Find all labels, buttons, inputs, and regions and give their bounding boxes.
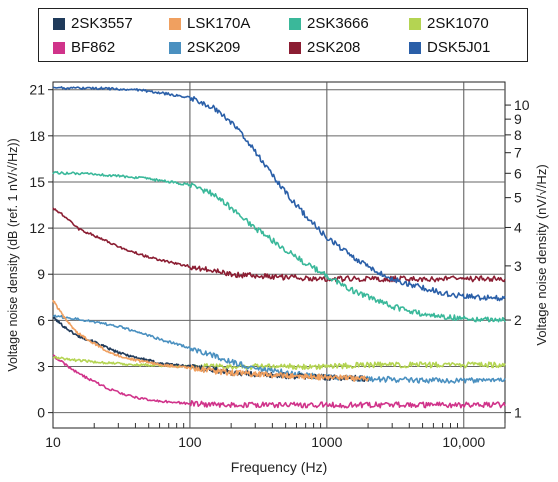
legend-label: 2SK3666 <box>307 15 369 32</box>
grid <box>53 82 505 428</box>
legend-swatch <box>289 17 301 30</box>
legend-item: BF862 <box>53 39 115 56</box>
y2-tick-label: 6 <box>514 165 522 181</box>
legend-label: 2SK209 <box>187 39 241 56</box>
legend-item: 2SK3557 <box>53 15 133 32</box>
x-tick-label: 10,000 <box>442 434 485 450</box>
y2-tick-label: 5 <box>514 190 522 206</box>
y2-tick-label: 3 <box>514 258 522 274</box>
legend-swatch <box>169 41 181 54</box>
y2-tick-label: 4 <box>514 219 522 235</box>
series-line-bf862 <box>52 354 506 409</box>
legend-swatch <box>289 41 301 54</box>
y2-tick-label: 7 <box>514 145 522 161</box>
legend-swatch <box>53 41 65 54</box>
legend-swatch <box>409 17 421 30</box>
y-tick-label: 0 <box>37 405 45 421</box>
legend-label: BF862 <box>71 39 116 56</box>
series-line-2sk3666 <box>52 170 506 323</box>
y-tick-label: 15 <box>29 174 45 190</box>
legend-label: LSK170A <box>187 15 251 32</box>
y-tick-label: 21 <box>29 82 45 98</box>
legend-label: DSK5J01 <box>427 39 491 56</box>
x-axis-title: Frequency (Hz) <box>231 459 327 475</box>
legend-item: 2SK3666 <box>289 15 369 32</box>
legend-label: 2SK208 <box>307 39 361 56</box>
y-axis-title: Voltage noise density (dB (ref. 1 nV/√/H… <box>6 138 20 371</box>
y2-axis-title: Voltage noise density (nV/√/Hz) <box>534 164 549 345</box>
y-tick-label: 3 <box>37 358 45 374</box>
y-tick-label: 18 <box>29 128 45 144</box>
legend-label: 2SK3557 <box>71 15 133 32</box>
plot-area <box>52 81 506 429</box>
legend-swatch <box>409 41 421 54</box>
legend-swatch <box>169 17 181 30</box>
legend-item: DSK5J01 <box>409 39 490 56</box>
series-line-2sk208 <box>52 207 506 283</box>
legend-item: 2SK209 <box>169 39 240 56</box>
legend-label: 2SK1070 <box>427 15 489 32</box>
y2-tick-label: 1 <box>514 405 522 421</box>
y-tick-label: 6 <box>37 312 45 328</box>
legend-swatch <box>53 17 65 30</box>
legend-item: 2SK208 <box>289 39 360 56</box>
x-tick-label: 100 <box>178 434 202 450</box>
x-tick-label: 10 <box>45 434 61 450</box>
y2-tick-label: 9 <box>514 111 522 127</box>
legend-item: 2SK1070 <box>409 15 489 32</box>
legend-item: LSK170A <box>169 15 250 32</box>
legend: 2SK3557 LSK170A 2SK3666 2SK1070 BF862 2SK209 2… <box>38 8 528 62</box>
series-line-2sk209 <box>52 314 506 384</box>
series-line-2sk1070 <box>52 355 506 371</box>
y2-tick-label: 8 <box>514 127 522 143</box>
y-tick-label: 9 <box>37 266 45 282</box>
series-line-lsk170a <box>52 299 369 382</box>
x-tick-label: 1000 <box>311 434 342 450</box>
y-tick-label: 12 <box>29 220 45 236</box>
y2-tick-label: 10 <box>514 97 530 113</box>
series-line-dsk5j01 <box>52 86 506 302</box>
y2-tick-label: 2 <box>514 312 522 328</box>
